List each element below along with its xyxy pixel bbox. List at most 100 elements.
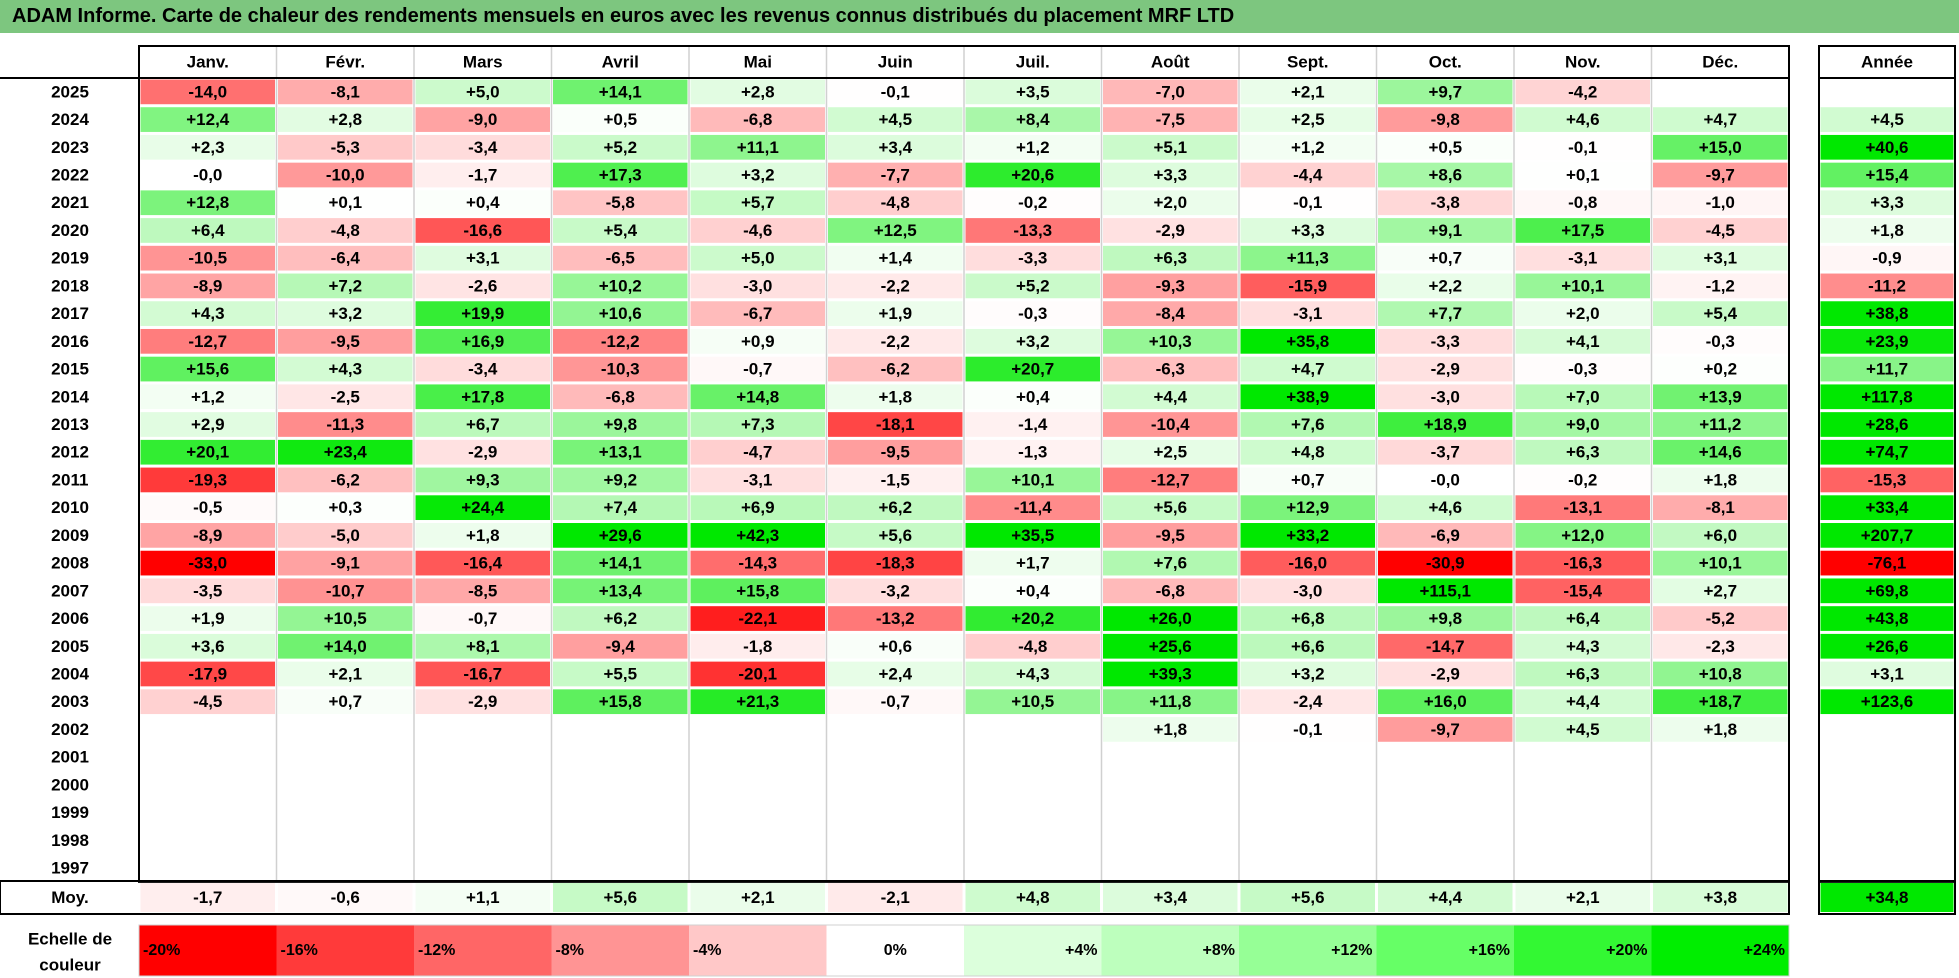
heat-cell xyxy=(278,550,413,576)
heat-cell xyxy=(1378,633,1513,659)
heat-cell xyxy=(1240,384,1375,410)
heat-cell xyxy=(553,273,688,299)
cell-value: +5,6 xyxy=(1153,498,1187,517)
cell-value: -3,0 xyxy=(1431,387,1460,406)
scale-label-value: -4% xyxy=(693,942,721,959)
cell-value: +18,9 xyxy=(1424,415,1467,434)
cell-value: +9,0 xyxy=(1566,415,1600,434)
cell-value: -3,2 xyxy=(881,581,910,600)
heat-cell xyxy=(1378,134,1513,160)
cell-value: +6,8 xyxy=(1291,609,1325,628)
cell-value: -1,7 xyxy=(468,166,497,185)
heat-cell xyxy=(415,717,550,742)
cell-value: -16,6 xyxy=(463,221,502,240)
average-cell xyxy=(1378,883,1513,912)
heat-cell xyxy=(1103,439,1238,465)
heat-cell xyxy=(1653,855,1788,881)
heat-cell xyxy=(1378,467,1513,493)
cell-value: +1,2 xyxy=(1016,138,1050,157)
annual-value: +33,4 xyxy=(1865,498,1909,517)
annual-cell xyxy=(1820,855,1954,881)
annual-cell xyxy=(1820,523,1954,548)
cell-value: +0,4 xyxy=(1016,387,1050,406)
heat-cell xyxy=(1653,245,1788,271)
heat-cell xyxy=(1515,218,1650,243)
heat-cell xyxy=(1240,412,1375,437)
heat-cell xyxy=(690,245,825,271)
year-label: 2023 xyxy=(51,138,89,157)
heat-cell xyxy=(415,356,550,382)
heat-cell xyxy=(1653,439,1788,465)
annual-value: +69,8 xyxy=(1865,581,1908,600)
heat-cell xyxy=(415,301,550,326)
cell-value: +0,1 xyxy=(328,193,362,212)
annual-cell xyxy=(1820,328,1954,354)
heat-cell xyxy=(1103,717,1238,742)
cell-value: +10,1 xyxy=(1699,554,1742,573)
heat-cell xyxy=(1240,550,1375,576)
year-label: 2006 xyxy=(51,609,89,628)
heat-cell xyxy=(965,384,1100,410)
heat-cell xyxy=(965,467,1100,493)
cell-value: +2,2 xyxy=(1428,276,1462,295)
scale-swatch xyxy=(826,925,964,976)
month-header: Sept. xyxy=(1287,53,1329,72)
cell-value: +1,2 xyxy=(1291,138,1325,157)
scale-label-value: 0% xyxy=(884,942,907,959)
cell-value: +19,9 xyxy=(461,304,504,323)
cell-value: -17,9 xyxy=(188,664,227,683)
heat-cell xyxy=(690,328,825,354)
heat-cell xyxy=(965,301,1100,326)
cell-value: +2,8 xyxy=(328,110,362,129)
cell-value: +16,0 xyxy=(1424,692,1467,711)
average-cell xyxy=(965,883,1100,912)
cell-value: +9,1 xyxy=(1428,221,1462,240)
heat-cell xyxy=(690,412,825,437)
heat-cell xyxy=(415,467,550,493)
cell-value: +6,6 xyxy=(1291,637,1325,656)
heat-cell xyxy=(140,827,275,853)
average-value: +1,1 xyxy=(466,888,500,907)
annual-cell xyxy=(1820,273,1954,299)
heat-cell xyxy=(553,79,688,105)
cell-value: -0,1 xyxy=(1568,138,1597,157)
cell-value: -3,4 xyxy=(468,138,498,157)
heat-cell xyxy=(278,827,413,853)
heat-cell xyxy=(1515,772,1650,798)
cell-value: +4,3 xyxy=(328,360,362,379)
cell-value: -1,2 xyxy=(1706,276,1735,295)
cell-value: +6,4 xyxy=(1566,609,1600,628)
cell-value: -6,2 xyxy=(881,360,910,379)
heat-cell xyxy=(828,245,963,271)
heat-cell xyxy=(415,661,550,687)
heat-cell xyxy=(1103,606,1238,631)
average-cell xyxy=(1515,883,1650,912)
heat-cell xyxy=(1378,661,1513,687)
cell-value: +8,6 xyxy=(1428,166,1462,185)
heat-cell xyxy=(553,578,688,604)
heat-cell xyxy=(1378,827,1513,853)
heat-cell xyxy=(140,578,275,604)
cell-value: +3,2 xyxy=(1016,332,1050,351)
cell-value: +4,3 xyxy=(1566,637,1600,656)
cell-value: -13,3 xyxy=(1013,221,1052,240)
heat-cell xyxy=(553,661,688,687)
annual-value: +23,9 xyxy=(1865,332,1908,351)
cell-value: -8,1 xyxy=(331,82,360,101)
cell-value: +11,3 xyxy=(1287,249,1329,268)
cell-value: +2,7 xyxy=(1703,581,1737,600)
heat-cell xyxy=(1103,495,1238,521)
cell-value: +13,9 xyxy=(1699,387,1742,406)
average-annual-cell xyxy=(1820,883,1954,912)
heat-cell xyxy=(1653,633,1788,659)
cell-value: +5,0 xyxy=(741,249,775,268)
cell-value: +17,5 xyxy=(1561,221,1604,240)
cell-value: -0,7 xyxy=(743,360,772,379)
annual-value: +43,8 xyxy=(1865,609,1908,628)
heat-cell xyxy=(965,578,1100,604)
annual-value: -15,3 xyxy=(1868,470,1907,489)
heat-cell xyxy=(278,523,413,548)
heat-cell xyxy=(1515,633,1650,659)
heat-cell xyxy=(965,717,1100,742)
heat-cell xyxy=(140,633,275,659)
